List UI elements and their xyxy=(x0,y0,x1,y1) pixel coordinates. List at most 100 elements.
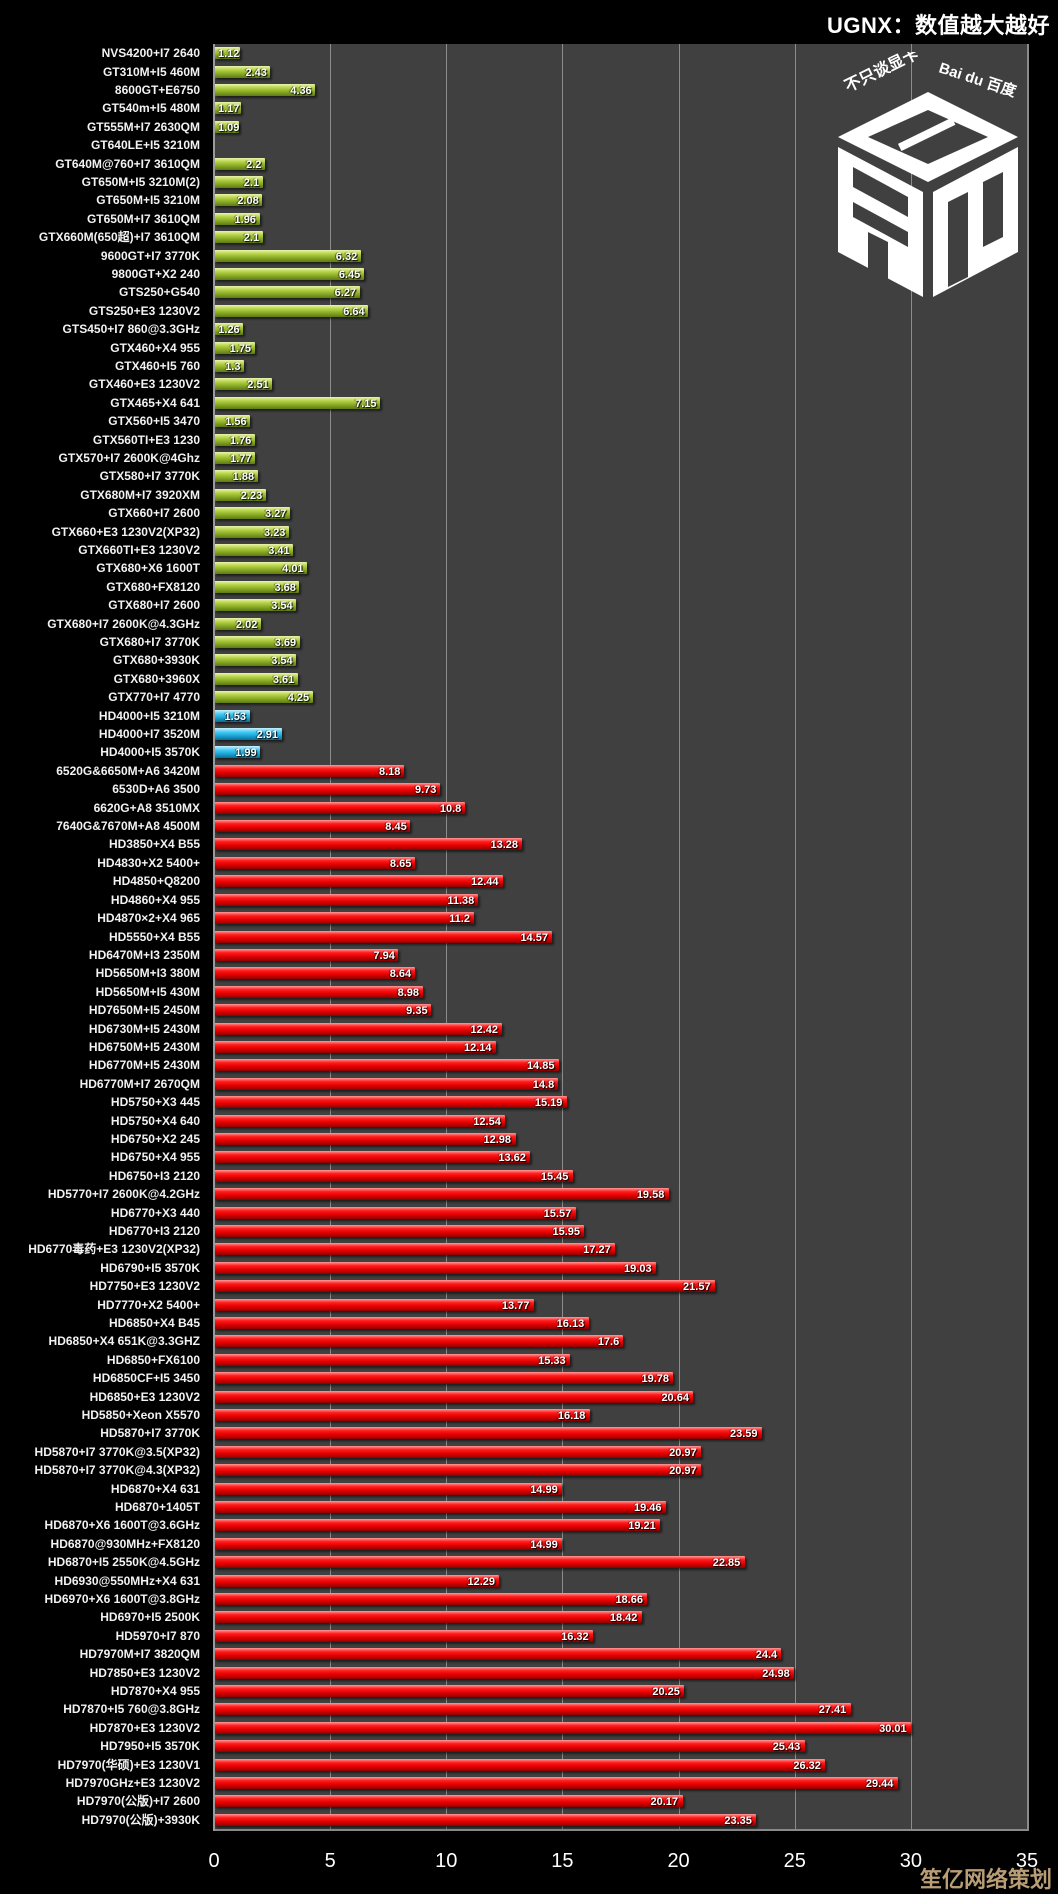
bar xyxy=(214,176,263,188)
data-label: 12.29 xyxy=(467,1575,495,1588)
bar xyxy=(214,1740,805,1753)
bar xyxy=(214,1519,661,1532)
watermark: 笙亿网络策划 xyxy=(919,1867,1052,1892)
category-label: GTX570+I7 2600K@4Ghz xyxy=(58,451,200,466)
bar xyxy=(214,1224,585,1237)
bar xyxy=(214,1795,683,1808)
bar xyxy=(214,746,261,759)
data-label: 14.99 xyxy=(530,1483,558,1496)
category-label: HD5750+X4 640 xyxy=(110,1113,200,1128)
x-tick-label: 10 xyxy=(435,1850,458,1872)
bar xyxy=(214,470,258,483)
category-label: HD6750M+I5 2430M xyxy=(88,1039,200,1054)
data-label: 24.98 xyxy=(762,1667,790,1680)
bar xyxy=(214,249,361,262)
category-label: HD5650M+I3 380M xyxy=(95,966,200,981)
data-label: 15.95 xyxy=(552,1225,581,1238)
bar xyxy=(214,985,423,998)
category-label: HD4000+I5 3210M xyxy=(98,708,200,723)
category-label: HD7750+E3 1230V2 xyxy=(89,1279,200,1294)
data-label: 1.96 xyxy=(234,213,256,226)
category-label: GTX460+X4 955 xyxy=(110,340,200,355)
category-label: GTX660TI+E3 1230V2 xyxy=(78,543,200,558)
bar xyxy=(214,1703,851,1716)
x-tick-label: 5 xyxy=(324,1850,336,1872)
data-label: 19.03 xyxy=(624,1262,652,1275)
data-label: 16.13 xyxy=(556,1317,585,1330)
data-label: 22.85 xyxy=(712,1557,741,1570)
data-label: 8.65 xyxy=(389,857,412,870)
category-label: HD3850+X4 B55 xyxy=(108,837,200,852)
category-label: GT640M@760+I7 3610QM xyxy=(55,156,200,171)
bar xyxy=(214,599,297,612)
data-label: 1.12 xyxy=(218,48,240,61)
category-label: HD6770毒药+E3 1230V2(XP32) xyxy=(28,1242,200,1257)
bar xyxy=(214,948,399,961)
category-label: 7640G&7670M+A8 4500M xyxy=(56,819,200,834)
data-label: 12.54 xyxy=(473,1115,501,1128)
data-label: 2.08 xyxy=(237,195,259,208)
category-label: HD5850+Xeon X5570 xyxy=(81,1407,200,1422)
bar xyxy=(214,580,300,593)
bar xyxy=(214,1059,559,1072)
bar xyxy=(214,84,316,96)
bar xyxy=(214,1482,563,1495)
data-label: 10.8 xyxy=(439,802,462,815)
data-label: 14.99 xyxy=(530,1538,558,1551)
category-label: GTX680+FX8120 xyxy=(106,579,200,594)
category-label: HD6970+X6 1600T@3.8GHz xyxy=(44,1591,200,1606)
data-label: 3.68 xyxy=(274,581,296,594)
data-label: 18.42 xyxy=(609,1612,638,1625)
category-label: HD5870+I7 3770K xyxy=(100,1426,200,1441)
category-label: GTX680+I7 2600 xyxy=(108,598,200,613)
bar xyxy=(214,1574,500,1587)
category-label: GT650M+I5 3210M xyxy=(96,193,200,208)
category-label: GTS250+E3 1230V2 xyxy=(88,303,200,318)
category-label: GTX580+I7 3770K xyxy=(99,469,200,484)
data-label: 14.8 xyxy=(532,1078,555,1091)
category-label: HD7970M+I7 3820QM xyxy=(79,1647,200,1662)
data-label: 1.26 xyxy=(218,324,240,337)
data-label: 17.27 xyxy=(583,1244,611,1257)
data-label: 6.64 xyxy=(343,305,365,318)
category-label: 6520G&6650M+A6 3420M xyxy=(56,763,200,778)
data-label: 21.57 xyxy=(683,1281,711,1294)
data-label: 15.33 xyxy=(538,1354,566,1367)
data-label: 9.35 xyxy=(406,1005,428,1018)
bar xyxy=(214,268,364,281)
bar xyxy=(214,360,245,373)
category-label: GTX680+3960X xyxy=(113,671,200,686)
category-label: GTX660+I7 2600 xyxy=(108,506,200,521)
category-label: 8600GT+E6750 xyxy=(114,83,200,97)
category-label: HD7770+X2 5400+ xyxy=(97,1297,200,1312)
category-label: HD6770+I3 2120 xyxy=(108,1223,200,1238)
bar xyxy=(214,415,251,428)
data-label: 6.32 xyxy=(335,250,358,263)
bar xyxy=(214,488,266,501)
category-label: GTX460+I5 760 xyxy=(114,359,200,374)
gridline xyxy=(678,44,680,1829)
category-label: HD5870+I7 3770K@4.3(XP32) xyxy=(34,1463,200,1478)
data-label: 3.54 xyxy=(271,600,293,613)
category-label: HD7650M+I5 2450M xyxy=(88,1003,200,1018)
category-label: GTX465+X4 641 xyxy=(110,395,200,410)
data-label: 20.17 xyxy=(650,1796,679,1809)
category-label: HD7970(华硕)+E3 1230V1 xyxy=(57,1757,200,1772)
bar xyxy=(214,893,479,906)
category-label: GTS450+I7 860@3.3GHz xyxy=(62,322,200,337)
category-label: HD4850+Q8200 xyxy=(112,874,200,889)
bar xyxy=(214,1040,496,1053)
bar xyxy=(214,912,475,925)
data-label: 14.85 xyxy=(526,1060,555,1073)
category-label: 6620G+A8 3510MX xyxy=(93,800,200,815)
plot-area: 1.12 2.43 4.36 1.17 1.09 2.2 2.1 2.08 1.96 2.1 6.3… xyxy=(214,44,1029,1831)
category-label: GTX460+E3 1230V2 xyxy=(88,377,200,392)
category-label: GT540m+I5 480M xyxy=(102,101,200,116)
data-label: 2.2 xyxy=(246,158,262,171)
bar xyxy=(214,65,271,78)
data-label: 14.57 xyxy=(520,931,548,944)
data-label: 30.01 xyxy=(879,1722,907,1735)
bar xyxy=(214,1592,648,1605)
category-label: HD7870+I5 760@3.8GHz xyxy=(63,1702,200,1717)
category-label: HD4830+X2 5400+ xyxy=(97,855,200,870)
